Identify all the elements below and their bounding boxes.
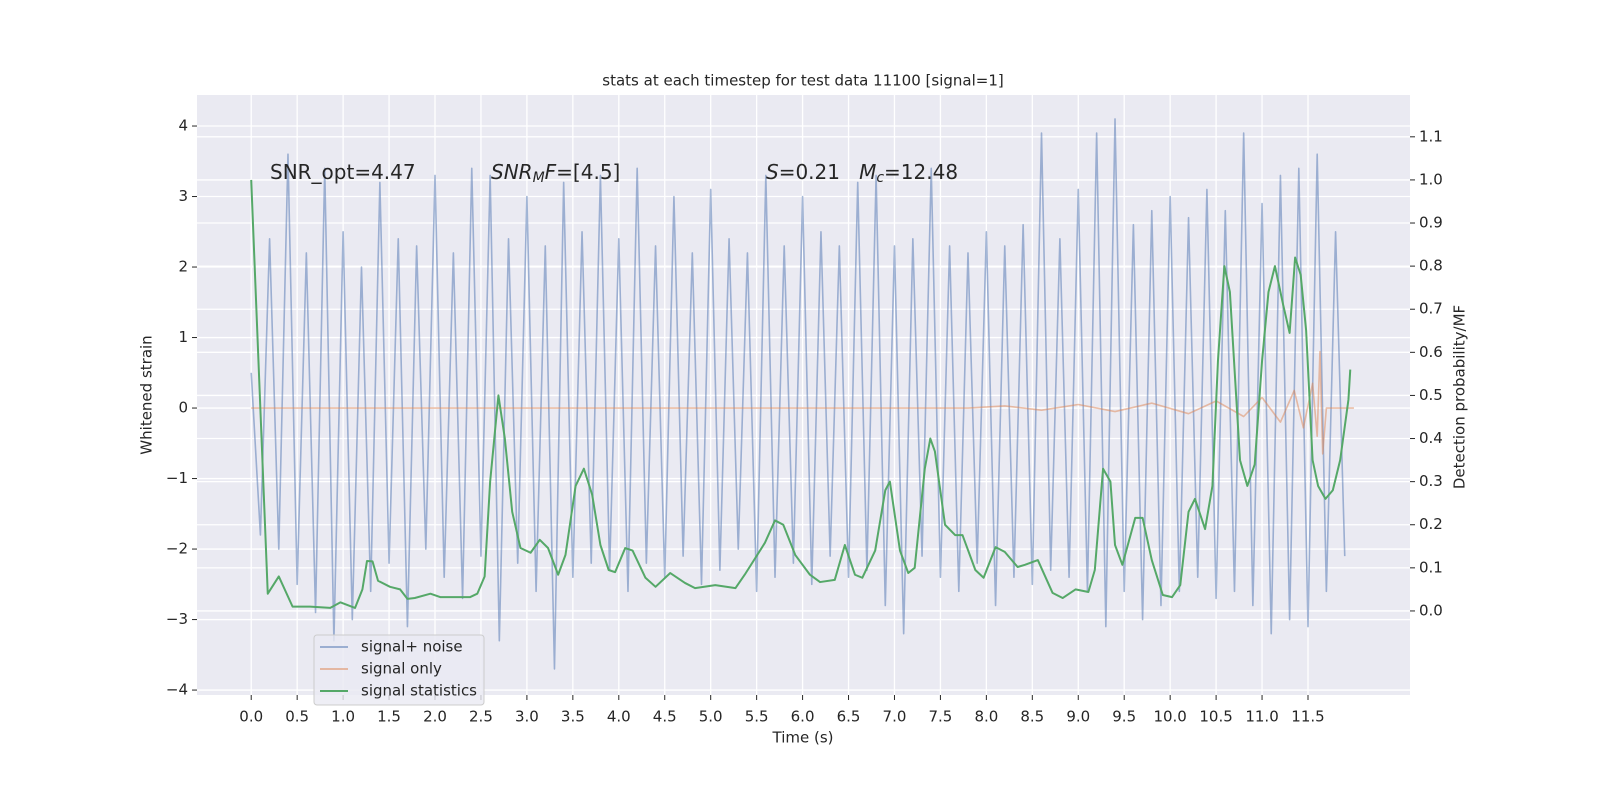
x-tick-label: 8.0 — [974, 708, 998, 726]
y2-tick-label: 0.9 — [1419, 214, 1443, 232]
axes: 0.0 0.5 1.0 1.5 2.0 2.5 3.0 3.5 4.0 4.5 5.0 5.5 6.0 6… — [166, 117, 1443, 726]
y-tick-label: 2 — [178, 258, 188, 276]
x-tick-label: 7.5 — [928, 708, 952, 726]
x-tick-label: 4.5 — [653, 708, 677, 726]
y-tick-label: −4 — [166, 681, 188, 699]
annotation-part: c — [876, 170, 884, 186]
annotation-part: =[4.5] — [556, 160, 620, 184]
y2-tick-label: 1.0 — [1419, 170, 1443, 188]
annotation-part: M — [533, 170, 545, 186]
x-tick-label: 5.0 — [699, 708, 723, 726]
y2-tick-label: 1.1 — [1419, 127, 1443, 145]
y2-tick-label: 0.5 — [1419, 386, 1443, 404]
y-tick-label: −2 — [166, 540, 188, 558]
x-tick-label: 9.0 — [1066, 708, 1090, 726]
annotation-part: S — [766, 160, 779, 184]
y-tick-label: 3 — [178, 187, 188, 205]
x-tick-label: 6.0 — [791, 708, 815, 726]
annotation: SNRMF=[4.5] — [491, 160, 620, 187]
chart-title: stats at each timestep for test data 111… — [602, 72, 1003, 90]
x-tick-label: 1.0 — [331, 708, 355, 726]
y-axis-label: Whitened strain — [138, 335, 156, 454]
x-tick-label: 10.0 — [1153, 708, 1186, 726]
y2-tick-label: 0.2 — [1419, 515, 1443, 533]
y2-tick-label: 0.1 — [1419, 558, 1443, 576]
series-line — [251, 350, 1354, 455]
x-tick-label: 0.5 — [285, 708, 309, 726]
x-tick-label: 11.0 — [1245, 708, 1278, 726]
x-tick-label: 3.0 — [515, 708, 539, 726]
legend-label: signal only — [361, 660, 442, 678]
y2-tick-label: 0.6 — [1419, 343, 1443, 361]
y-tick-label: 0 — [178, 399, 188, 417]
annotation-part: SNR_opt=4.47 — [270, 160, 416, 184]
y-tick-label: 1 — [178, 328, 188, 346]
x-tick-label: 0.0 — [239, 708, 263, 726]
x-tick-label: 11.5 — [1291, 708, 1324, 726]
y2-tick-label: 0.3 — [1419, 472, 1443, 490]
annotation-part: M — [859, 160, 876, 184]
y-tick-label: 4 — [178, 117, 188, 135]
x-tick-label: 8.5 — [1020, 708, 1044, 726]
y2-tick-label: 0.7 — [1419, 300, 1443, 318]
x-axis-label: Time (s) — [772, 729, 834, 747]
y-tick-label: −3 — [166, 610, 188, 628]
annotation: SNR_opt=4.47 — [270, 160, 416, 184]
y-tick-label: −1 — [166, 469, 188, 487]
x-tick-label: 1.5 — [377, 708, 401, 726]
series-line — [250, 179, 1352, 609]
x-tick-label: 9.5 — [1112, 708, 1136, 726]
annotation-part: =12.48 — [884, 160, 958, 184]
x-tick-label: 5.5 — [745, 708, 769, 726]
annotation-part: =0.21 — [779, 160, 859, 184]
annotation-part: SNR — [491, 160, 533, 184]
x-tick-label: 6.5 — [837, 708, 861, 726]
y2-axis-label: Detection probability/MF — [1451, 305, 1469, 489]
y2-tick-label: 0.8 — [1419, 257, 1443, 275]
y2-tick-label: 0.4 — [1419, 429, 1443, 447]
y2-tick-label: 0.0 — [1419, 601, 1443, 619]
x-tick-label: 10.5 — [1199, 708, 1232, 726]
series-line — [250, 118, 1346, 670]
x-tick-label: 4.0 — [607, 708, 631, 726]
legend-box — [313, 634, 485, 706]
data — [250, 118, 1354, 670]
annotation: S=0.21 Mc=12.48 — [766, 160, 958, 187]
x-tick-label: 7.0 — [883, 708, 907, 726]
legend-label: signal+ noise — [361, 638, 463, 656]
x-tick-label: 2.5 — [469, 708, 493, 726]
x-tick-label: 2.0 — [423, 708, 447, 726]
annotation-part: F — [545, 160, 557, 184]
x-tick-label: 3.5 — [561, 708, 585, 726]
legend: signal+ noise signal only signal statistic… — [313, 634, 485, 706]
legend-label: signal statistics — [361, 682, 477, 700]
